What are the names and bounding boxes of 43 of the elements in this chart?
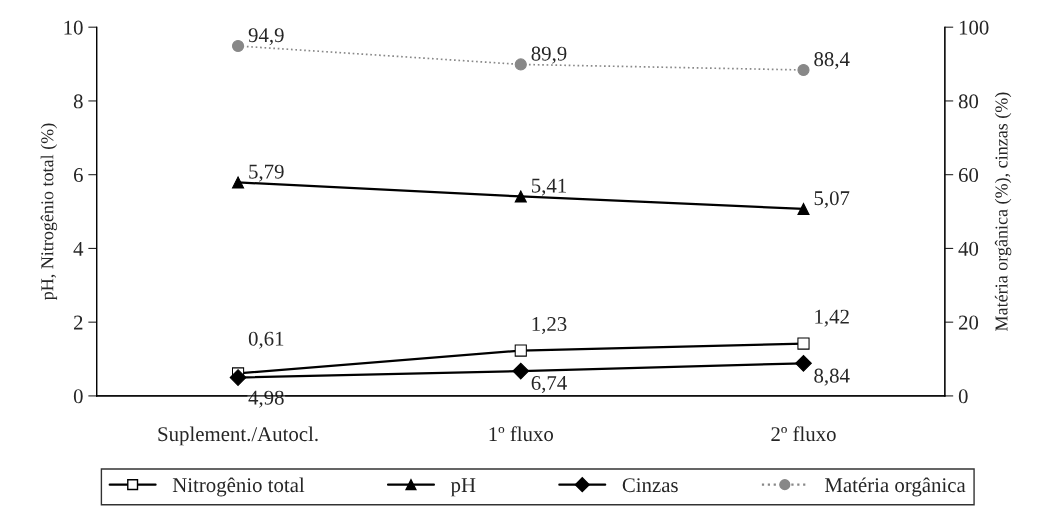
x-tick-label: Suplement./Autocl. — [158, 426, 318, 446]
y2-tick-label: 80 — [958, 94, 979, 109]
point — [512, 362, 530, 380]
point — [514, 58, 527, 71]
x-tick-label: 1º fluxo — [489, 426, 554, 442]
data-label: 5,79 — [249, 164, 284, 182]
y2-tick-label: 100 — [959, 20, 989, 35]
y-axis-title: pH, Nitrogênio total (%) — [40, 123, 58, 301]
y-tick-label: 0 — [73, 389, 83, 404]
y-tick-label: 10 — [64, 20, 83, 35]
point — [795, 354, 812, 372]
legend-label: Matéria orgânica — [824, 477, 966, 497]
legend-label: Nitrogênio total — [172, 477, 305, 497]
y2-tick-label: 60 — [958, 168, 979, 183]
data-label: 5,07 — [814, 191, 850, 209]
data-label: 5,41 — [531, 178, 566, 196]
data-label: 8,84 — [814, 368, 850, 386]
y-tick-label: 2 — [74, 315, 83, 330]
legend-label: Cinzas — [622, 478, 678, 493]
y2-axis-title: Matéria orgânica (%), cinzas (%) — [994, 92, 1012, 331]
point — [231, 39, 245, 53]
data-label: 88,4 — [814, 52, 850, 70]
data-label: 89,9 — [531, 46, 567, 64]
y2-tick-label: 0 — [958, 389, 968, 404]
point — [797, 202, 810, 216]
y2-tick-label: 20 — [958, 315, 979, 330]
data-label: 94,9 — [248, 28, 284, 46]
y-tick-label: 6 — [73, 168, 83, 183]
x-tick-label: 2º fluxo — [771, 426, 836, 442]
data-label: 0,61 — [248, 331, 284, 349]
point — [797, 337, 810, 350]
data-label: 1,23 — [532, 317, 567, 335]
legend-label: pH — [450, 478, 476, 497]
point — [231, 176, 245, 189]
data-label: 6,74 — [531, 376, 567, 394]
point — [229, 369, 247, 386]
point — [797, 63, 810, 77]
point — [514, 190, 527, 203]
y-tick-label: 8 — [73, 94, 83, 109]
y2-tick-label: 40 — [958, 241, 979, 256]
point — [514, 344, 527, 357]
y-tick-label: 4 — [73, 241, 84, 256]
data-label: 1,42 — [815, 309, 849, 327]
